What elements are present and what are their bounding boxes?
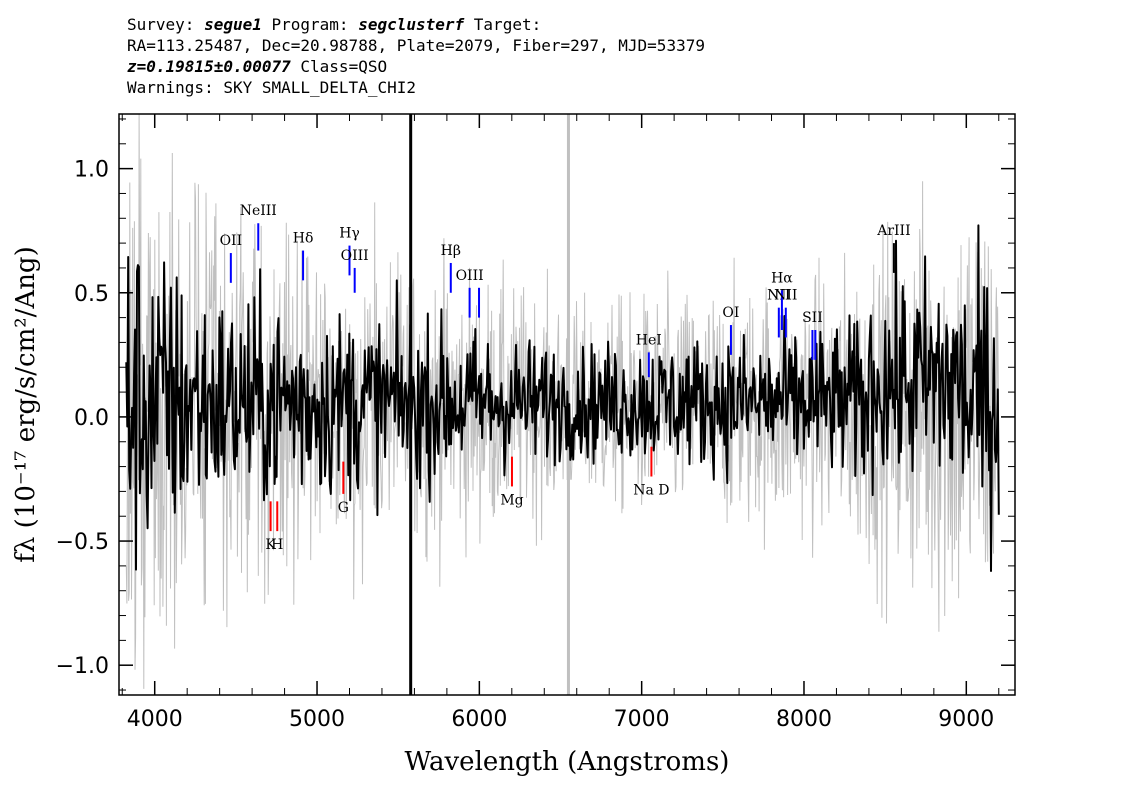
absorption-line-label: G <box>338 500 349 516</box>
survey-value: segue1 <box>204 15 262 34</box>
flux-line <box>125 224 1000 572</box>
spectral-line-markers: OII NeIII Hδ Hγ OIII Hβ OIII HeI OI NII Hα NII SII Ar… <box>220 203 911 553</box>
emission-line-label: Hδ <box>293 231 314 247</box>
absorption-line-label: K <box>265 537 276 553</box>
header-line-1: Survey: segue1 Program: segclusterf Targ… <box>127 14 705 35</box>
emission-line-label: ArIII <box>876 223 910 239</box>
emission-line-label: OI <box>722 305 739 321</box>
axis-ticks: 4000 5000 6000 7000 8000 9000 −1.0 −0.5 0.0 0.5 1.… <box>56 114 1015 732</box>
flux-layer <box>125 224 1000 572</box>
x-tick-label: 9000 <box>938 707 994 732</box>
x-tick-label: 6000 <box>451 707 507 732</box>
absorption-line-label: Na D <box>633 483 669 499</box>
program-label: Program: <box>261 15 359 34</box>
emission-line-label: NeIII <box>240 203 277 219</box>
plot-frame <box>118 113 1016 696</box>
emission-line-label: Hα <box>771 270 793 286</box>
y-tick-label: −1.0 <box>56 654 109 679</box>
y-tick-label: −0.5 <box>56 530 109 555</box>
survey-label: Survey: <box>127 15 205 34</box>
emission-line-label: NII <box>774 288 797 304</box>
x-tick-label: 7000 <box>614 707 670 732</box>
header-line-3: z=0.19815±0.00077 Class=QSO <box>127 56 705 77</box>
emission-line-label: Hγ <box>339 226 360 242</box>
target-label: Target: <box>464 15 542 34</box>
emission-line-label: NII <box>767 288 790 304</box>
emission-line-label: OIII <box>341 248 369 264</box>
y-tick-label: 0.0 <box>74 406 109 431</box>
program-value: segclusterf <box>358 15 465 34</box>
x-tick-label: 5000 <box>289 707 345 732</box>
emission-line-label: OIII <box>456 268 484 284</box>
class-value: Class=QSO <box>290 57 388 76</box>
x-tick-label: 4000 <box>127 707 183 732</box>
x-tick-label: 8000 <box>776 707 832 732</box>
y-tick-label: 0.5 <box>74 282 109 307</box>
redshift-value: z=0.19815±0.00077 <box>127 57 291 76</box>
emission-line-label: SII <box>802 310 823 326</box>
emission-line-label: Hβ <box>441 243 461 259</box>
y-axis-title: fλ (10⁻¹⁷ erg/s/cm²/Ang) <box>11 246 41 562</box>
absorption-line-label: Mg <box>500 492 523 508</box>
x-axis-title: Wavelength (Angstroms) <box>405 747 730 777</box>
header-line-4: Warnings: SKY SMALL_DELTA_CHI2 <box>127 78 416 97</box>
emission-line-label: OII <box>220 233 243 249</box>
absorption-line-label: H <box>271 537 283 553</box>
emission-line-label: HeI <box>636 332 662 348</box>
header-line-2: RA=113.25487, Dec=20.98788, Plate=2079, … <box>127 36 705 55</box>
spectrum-header: Survey: segue1 Program: segclusterf Targ… <box>127 14 705 98</box>
y-tick-label: 1.0 <box>74 158 109 183</box>
